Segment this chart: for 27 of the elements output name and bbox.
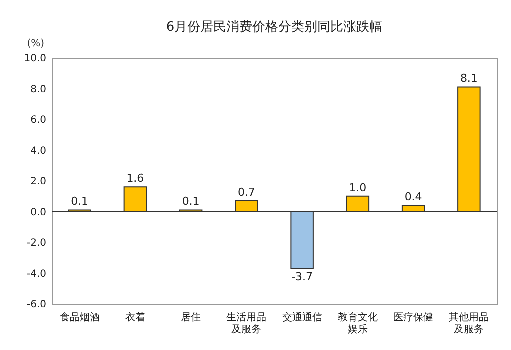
y-tick-label: 0.0 (30, 207, 46, 218)
y-tick-label: 4.0 (30, 146, 46, 157)
data-label: -3.7 (292, 270, 314, 284)
y-tick-label: -4.0 (26, 268, 46, 280)
x-tick-label: 居住 (181, 312, 202, 324)
data-label: 0.1 (182, 195, 200, 208)
data-label: 8.1 (460, 72, 478, 86)
x-tick-label: 教育文化娱乐 (338, 312, 378, 336)
y-tick-label: 6.0 (30, 115, 46, 126)
y-tick-label: 2.0 (30, 176, 46, 188)
data-label: 1.6 (126, 172, 144, 186)
x-tick-label: 生活用品及服务 (226, 312, 267, 336)
y-tick-label: 10.0 (24, 54, 46, 64)
data-label: 0.1 (71, 195, 89, 208)
y-axis-title: (%) (27, 38, 45, 50)
y-tick-label: -2.0 (26, 238, 46, 249)
data-label: 1.0 (349, 181, 367, 194)
x-tick-label: 衣着 (125, 312, 146, 324)
x-tick-label: 食品烟酒 (60, 312, 100, 324)
y-tick-label: 8.0 (30, 84, 46, 96)
data-label: 0.7 (238, 186, 256, 199)
data-label: 0.4 (404, 190, 422, 204)
chart-title: 6月份居民消费价格分类别同比涨跌幅 (166, 20, 383, 35)
y-tick-label: -6.0 (26, 300, 46, 310)
x-tick-label: 其他用品及服务 (449, 312, 490, 336)
x-tick-label: 医疗保健 (394, 312, 434, 324)
x-tick-label: 交通通信 (282, 312, 322, 324)
